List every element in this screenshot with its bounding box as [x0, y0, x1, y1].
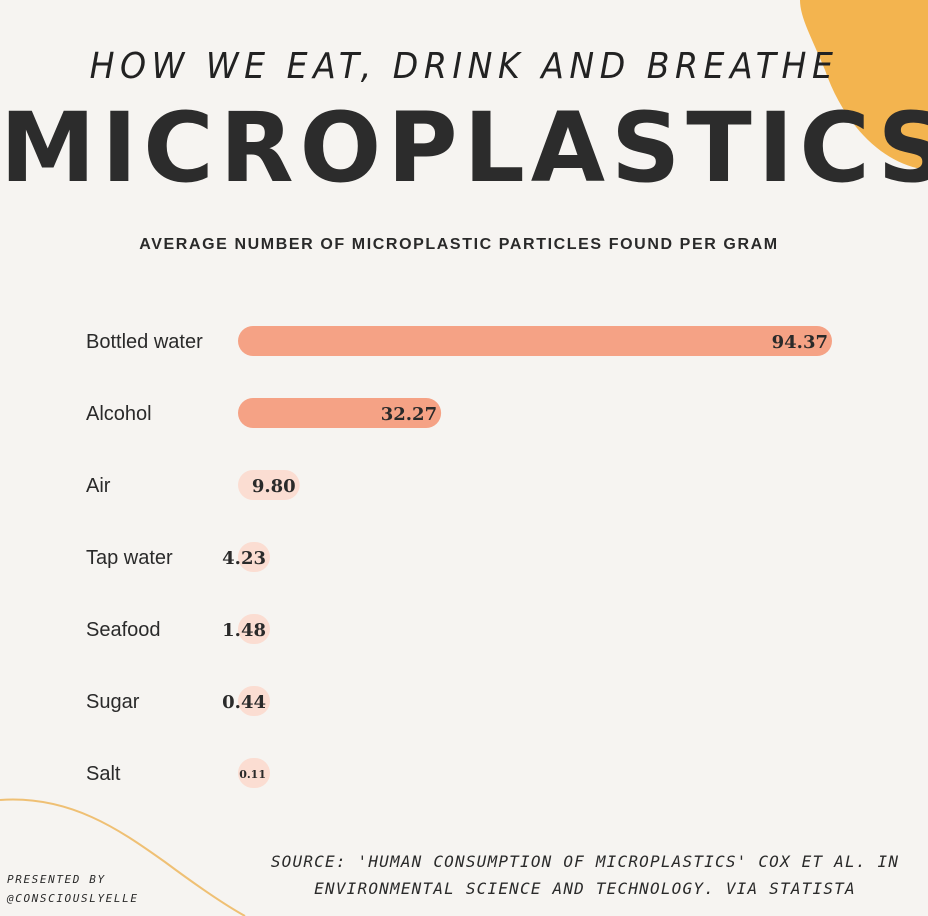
- bar-alcohol: [238, 398, 442, 428]
- value-label-alcohol: 32.27: [381, 404, 437, 425]
- credit-line-1: PRESENTED BY: [7, 873, 106, 886]
- value-label-sugar: 0.44: [222, 692, 266, 713]
- bar-bottled-water: [238, 326, 832, 356]
- source-note: SOURCE: 'HUMAN CONSUMPTION OF MICROPLAST…: [270, 848, 900, 902]
- bar-sugar: [238, 686, 270, 716]
- bar-salt: [238, 758, 270, 788]
- category-label-alcohol: Alcohol: [86, 403, 152, 425]
- chart-title: AVERAGE NUMBER OF MICROPLASTIC PARTICLES…: [139, 236, 779, 253]
- bar-seafood: [238, 614, 270, 644]
- value-label-seafood: 1.48: [222, 620, 266, 641]
- source-line-1: SOURCE: 'HUMAN CONSUMPTION OF MICROPLAST…: [270, 852, 900, 871]
- bar-air: [238, 470, 300, 500]
- category-label-salt: Salt: [86, 763, 121, 785]
- category-label-seafood: Seafood: [86, 619, 161, 641]
- category-label-bottled-water: Bottled water: [86, 331, 203, 353]
- value-label-air: 9.80: [252, 476, 296, 497]
- category-label-tap-water: Tap water: [86, 547, 173, 569]
- credit-handle: @CONSCIOUSLYELLE: [7, 892, 139, 905]
- bar-tap-water: [238, 542, 270, 572]
- orange-corner-blob: [800, 0, 928, 170]
- page-title: MICROPLASTICS: [0, 92, 928, 204]
- value-label-salt: 0.11: [239, 768, 266, 781]
- category-label-sugar: Sugar: [86, 691, 140, 713]
- source-line-2: ENVIRONMENTAL SCIENCE AND TECHNOLOGY. VI…: [314, 879, 856, 898]
- category-label-air: Air: [86, 475, 111, 497]
- value-label-bottled-water: 94.37: [772, 332, 828, 353]
- value-label-tap-water: 4.23: [222, 548, 266, 569]
- credit: PRESENTED BY @CONSCIOUSLYELLE: [7, 870, 139, 908]
- orange-curve-line: [0, 798, 246, 916]
- subtitle-heading: HOW WE EAT, DRINK AND BREATHE: [89, 46, 839, 87]
